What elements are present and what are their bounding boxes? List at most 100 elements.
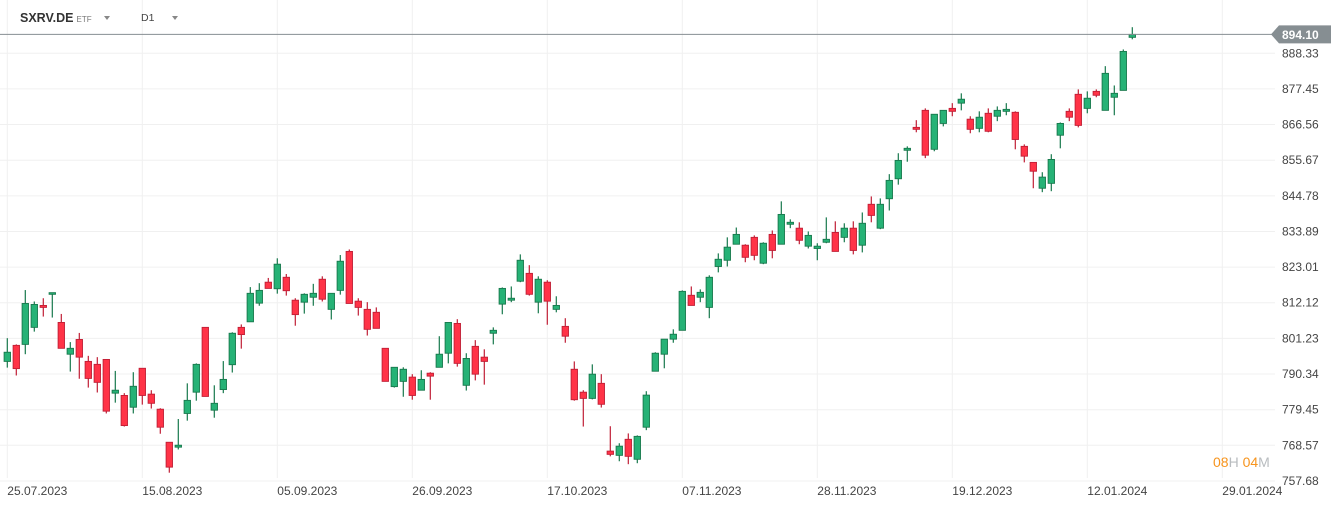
candle-body (849, 227, 857, 251)
candle (120, 393, 128, 427)
candle (183, 383, 191, 421)
time-axis[interactable]: 25.07.2023 15.08.2023 05.09.2023 26.09.2023… (7, 484, 1282, 498)
candle-body (66, 347, 74, 355)
candle (66, 342, 74, 372)
candle (354, 298, 362, 316)
chevron-down-icon[interactable] (103, 16, 110, 20)
candle (696, 289, 704, 303)
candle (660, 338, 668, 369)
candle (129, 372, 137, 414)
candle-body (300, 293, 308, 303)
candle-body (543, 281, 551, 302)
candle (651, 352, 659, 372)
candle (894, 153, 902, 185)
candle-body (381, 347, 389, 382)
y-tick-label: 833.89 (1282, 224, 1319, 238)
candle-body (507, 297, 515, 301)
y-tick-label: 768.57 (1282, 438, 1319, 452)
candle-body (192, 363, 200, 393)
candle-body (750, 236, 758, 256)
candle-body (327, 292, 335, 310)
candle (777, 201, 785, 245)
candle (966, 116, 974, 134)
candle-body (111, 389, 119, 394)
candle (237, 324, 245, 349)
candle (687, 286, 695, 306)
candle-body (669, 333, 677, 340)
current-price-value: 894.10 (1282, 28, 1319, 42)
candle (1020, 144, 1028, 163)
candle-body (1029, 161, 1037, 172)
candle-body (1083, 97, 1091, 109)
candle (435, 336, 443, 368)
candle-body (228, 332, 236, 366)
candle (516, 254, 524, 283)
y-tick-label: 866.56 (1282, 118, 1319, 132)
candle (1119, 49, 1127, 91)
candle (858, 212, 866, 253)
candle-body (714, 258, 722, 267)
timeframe-selector[interactable]: D1 (141, 10, 179, 26)
instrument-type: ETF (76, 14, 92, 24)
candle (48, 292, 56, 318)
candle-body (732, 233, 740, 245)
candle-body (534, 278, 542, 303)
candle (786, 219, 794, 229)
candle (345, 249, 353, 304)
price-axis[interactable]: 888.33 877.45 866.56 855.67 844.78 833.89 823.… (1282, 46, 1319, 488)
candle-body (201, 326, 209, 397)
candle (984, 108, 992, 133)
candle (939, 109, 947, 127)
candle (1101, 66, 1109, 111)
candle (327, 292, 335, 320)
candle-body (21, 303, 29, 345)
candle-body (525, 272, 533, 295)
candle (849, 221, 857, 255)
candle-body (597, 382, 605, 405)
candle-body (741, 244, 749, 258)
candle-body (759, 242, 767, 264)
y-tick-label: 888.33 (1282, 46, 1319, 60)
candle-body (813, 245, 821, 249)
candle (552, 296, 560, 313)
candle-body (102, 358, 110, 412)
candle-body (993, 109, 1001, 117)
candle-body (894, 159, 902, 180)
candle-body (426, 372, 434, 377)
candle (426, 372, 434, 400)
candle-body (165, 441, 173, 468)
countdown-minutes-unit: M (1258, 454, 1270, 470)
x-tick-label: 07.11.2023 (682, 484, 741, 498)
candle (1092, 89, 1100, 98)
symbol-selector[interactable]: SXRV.DE ETF (20, 10, 110, 26)
candle (624, 433, 632, 465)
candle-body (93, 363, 101, 383)
x-tick-label: 15.08.2023 (142, 484, 202, 498)
candle-body (831, 231, 839, 252)
x-tick-label: 12.01.2024 (1087, 484, 1147, 498)
candle (21, 290, 29, 355)
countdown-hours-unit: H (1228, 454, 1239, 470)
candle (930, 113, 938, 152)
candle-body (48, 292, 56, 295)
candle (579, 390, 587, 427)
chevron-down-icon[interactable] (172, 16, 179, 20)
candle (12, 344, 20, 376)
candle (588, 364, 596, 400)
candle-body (399, 368, 407, 382)
candle-body (1056, 122, 1064, 136)
candle (444, 322, 452, 364)
candle (615, 443, 623, 462)
candle-body (903, 147, 911, 151)
candle (309, 283, 317, 306)
candle-body (354, 300, 362, 308)
candle-body (660, 338, 668, 355)
candle-body (444, 322, 452, 354)
candle-body (309, 292, 317, 298)
current-price-tag: 894.10 (1271, 25, 1331, 44)
candle (1074, 89, 1082, 128)
y-tick-label: 801.23 (1282, 331, 1319, 345)
candle-body (12, 344, 20, 370)
candle-body (624, 438, 632, 457)
